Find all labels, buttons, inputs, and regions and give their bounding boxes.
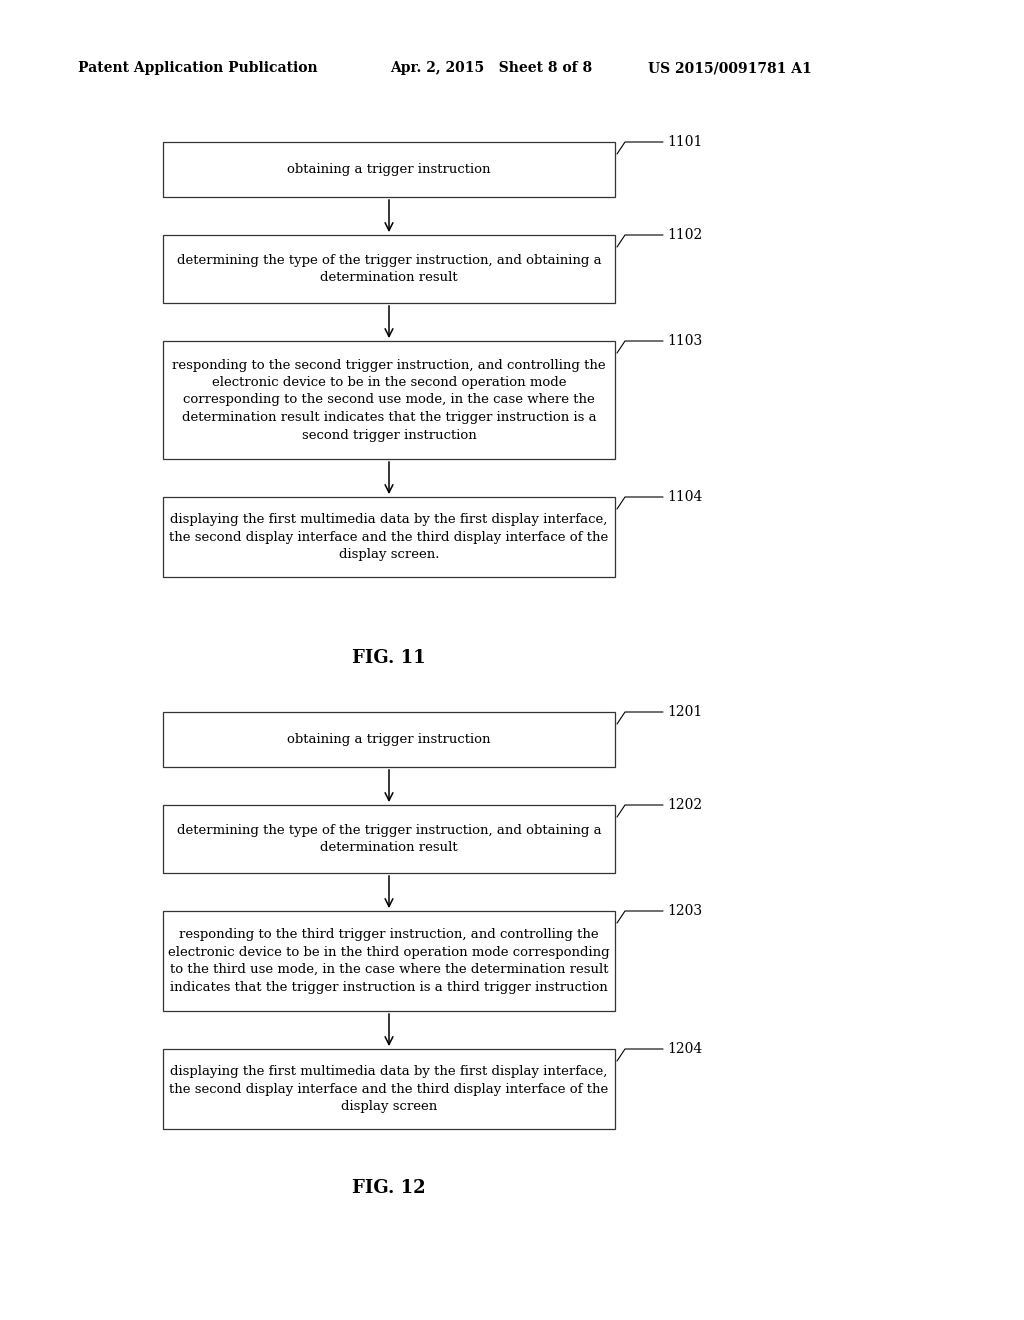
Text: FIG. 11: FIG. 11 <box>352 649 426 667</box>
Text: determining the type of the trigger instruction, and obtaining a
determination r: determining the type of the trigger inst… <box>177 824 601 854</box>
FancyBboxPatch shape <box>163 805 615 873</box>
Text: 1102: 1102 <box>667 228 702 242</box>
Text: 1204: 1204 <box>667 1041 702 1056</box>
Text: 1202: 1202 <box>667 799 702 812</box>
FancyBboxPatch shape <box>163 711 615 767</box>
FancyBboxPatch shape <box>163 235 615 304</box>
Text: obtaining a trigger instruction: obtaining a trigger instruction <box>288 162 490 176</box>
FancyBboxPatch shape <box>163 341 615 459</box>
Text: responding to the second trigger instruction, and controlling the
electronic dev: responding to the second trigger instruc… <box>172 359 606 441</box>
Text: determining the type of the trigger instruction, and obtaining a
determination r: determining the type of the trigger inst… <box>177 253 601 284</box>
FancyBboxPatch shape <box>163 911 615 1011</box>
Text: 1104: 1104 <box>667 490 702 504</box>
Text: displaying the first multimedia data by the first display interface,
the second : displaying the first multimedia data by … <box>169 1065 608 1113</box>
Text: Patent Application Publication: Patent Application Publication <box>78 61 317 75</box>
FancyBboxPatch shape <box>163 498 615 577</box>
Text: US 2015/0091781 A1: US 2015/0091781 A1 <box>648 61 812 75</box>
FancyBboxPatch shape <box>163 1049 615 1129</box>
Text: 1101: 1101 <box>667 135 702 149</box>
FancyBboxPatch shape <box>163 143 615 197</box>
Text: 1201: 1201 <box>667 705 702 719</box>
Text: FIG. 12: FIG. 12 <box>352 1179 426 1197</box>
Text: responding to the third trigger instruction, and controlling the
electronic devi: responding to the third trigger instruct… <box>168 928 610 994</box>
Text: 1103: 1103 <box>667 334 702 348</box>
Text: obtaining a trigger instruction: obtaining a trigger instruction <box>288 733 490 746</box>
Text: 1203: 1203 <box>667 904 702 917</box>
Text: displaying the first multimedia data by the first display interface,
the second : displaying the first multimedia data by … <box>169 513 608 561</box>
Text: Apr. 2, 2015   Sheet 8 of 8: Apr. 2, 2015 Sheet 8 of 8 <box>390 61 592 75</box>
